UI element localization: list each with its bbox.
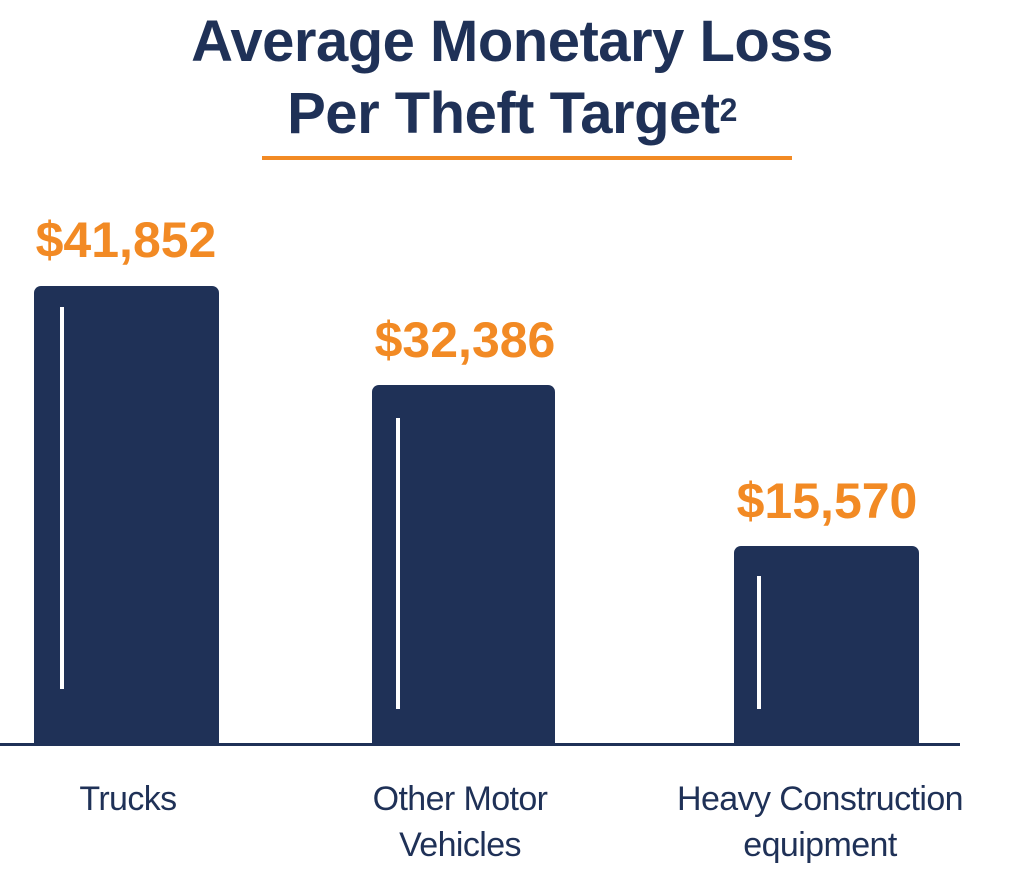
bar-other-motor-vehicles [372, 385, 555, 744]
chart-title: Average Monetary Loss Per Theft Target2 [0, 6, 1024, 150]
chart-title-line1: Average Monetary Loss [191, 9, 833, 74]
value-label-trucks: $41,852 [35, 212, 217, 268]
category-label-trucks: Trucks [8, 776, 248, 822]
bar-highlight-other-motor-vehicles [396, 418, 400, 709]
bar-highlight-heavy-construction [757, 576, 761, 709]
value-label-other-motor-vehicles: $32,386 [374, 312, 556, 368]
category-label-trucks-line1: Trucks [79, 780, 177, 818]
category-label-other-motor-vehicles-line1: Other Motor [372, 780, 548, 818]
bar-highlight-trucks [60, 307, 64, 689]
bar-heavy-construction [734, 546, 919, 744]
footnote-superscript: 2 [719, 92, 738, 128]
category-label-heavy-construction-line1: Heavy Construction [677, 780, 963, 818]
category-label-other-motor-vehicles: Other Motor Vehicles [330, 776, 590, 868]
chart-title-line2-text: Per Theft Target [287, 81, 720, 146]
value-label-heavy-construction: $15,570 [736, 473, 918, 529]
x-axis-baseline [0, 743, 960, 746]
category-label-other-motor-vehicles-line2: Vehicles [399, 826, 521, 864]
chart-title-line2: Per Theft Target2 [0, 78, 1024, 150]
category-label-heavy-construction-line2: equipment [743, 826, 897, 864]
title-underline [262, 156, 792, 160]
category-label-heavy-construction: Heavy Construction equipment [620, 776, 1020, 868]
bar-trucks [34, 286, 219, 744]
